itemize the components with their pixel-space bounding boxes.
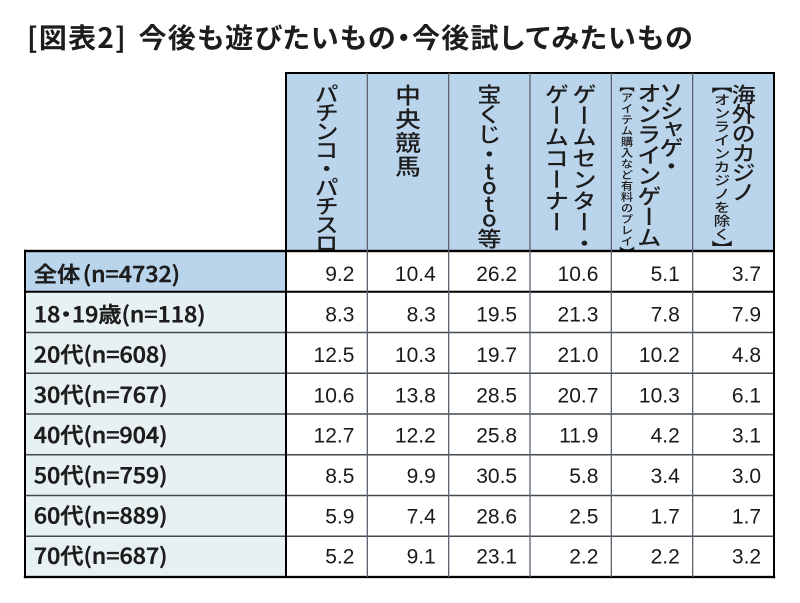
svg-text:12.7: 12.7 bbox=[314, 425, 355, 448]
svg-text:9.2: 9.2 bbox=[325, 263, 354, 286]
svg-text:3.1: 3.1 bbox=[732, 425, 761, 448]
svg-text:1.7: 1.7 bbox=[732, 505, 761, 528]
svg-text:8.3: 8.3 bbox=[407, 304, 436, 327]
svg-text:28.5: 28.5 bbox=[476, 384, 517, 407]
svg-text:12.2: 12.2 bbox=[395, 425, 436, 448]
svg-text:10.3: 10.3 bbox=[395, 344, 436, 367]
svg-text:21.0: 21.0 bbox=[558, 344, 599, 367]
svg-text:8.5: 8.5 bbox=[325, 465, 354, 488]
svg-text:9.1: 9.1 bbox=[407, 546, 436, 569]
svg-text:2.5: 2.5 bbox=[569, 505, 598, 528]
svg-text:7.9: 7.9 bbox=[732, 304, 761, 327]
svg-text:5.1: 5.1 bbox=[651, 263, 680, 286]
svg-text:3.0: 3.0 bbox=[732, 465, 761, 488]
svg-text:10.2: 10.2 bbox=[639, 344, 680, 367]
svg-text:9.9: 9.9 bbox=[407, 465, 436, 488]
svg-text:5.8: 5.8 bbox=[569, 465, 598, 488]
svg-text:5.9: 5.9 bbox=[325, 505, 354, 528]
svg-text:4.8: 4.8 bbox=[732, 344, 761, 367]
svg-text:3.4: 3.4 bbox=[651, 465, 681, 488]
svg-text:21.3: 21.3 bbox=[558, 304, 599, 327]
svg-text:4.2: 4.2 bbox=[651, 425, 680, 448]
svg-text:19.7: 19.7 bbox=[476, 344, 517, 367]
svg-text:30.5: 30.5 bbox=[476, 465, 517, 488]
svg-text:1.7: 1.7 bbox=[651, 505, 680, 528]
svg-text:5.2: 5.2 bbox=[325, 546, 354, 569]
svg-text:7.8: 7.8 bbox=[651, 304, 680, 327]
svg-text:13.8: 13.8 bbox=[395, 384, 436, 407]
svg-text:19.5: 19.5 bbox=[476, 304, 517, 327]
svg-text:7.4: 7.4 bbox=[407, 505, 437, 528]
svg-text:26.2: 26.2 bbox=[476, 263, 517, 286]
svg-text:28.6: 28.6 bbox=[476, 505, 517, 528]
svg-text:2.2: 2.2 bbox=[569, 546, 598, 569]
svg-text:25.8: 25.8 bbox=[476, 425, 517, 448]
svg-text:11.9: 11.9 bbox=[559, 425, 598, 448]
svg-text:6.1: 6.1 bbox=[732, 384, 761, 407]
svg-text:10.4: 10.4 bbox=[395, 263, 436, 286]
svg-text:10.3: 10.3 bbox=[639, 384, 680, 407]
svg-text:10.6: 10.6 bbox=[558, 263, 599, 286]
svg-text:8.3: 8.3 bbox=[325, 304, 354, 327]
svg-text:10.6: 10.6 bbox=[314, 384, 355, 407]
svg-text:3.7: 3.7 bbox=[732, 263, 761, 286]
svg-text:20.7: 20.7 bbox=[558, 384, 599, 407]
svg-text:23.1: 23.1 bbox=[476, 546, 517, 569]
svg-text:12.5: 12.5 bbox=[314, 344, 355, 367]
svg-text:3.2: 3.2 bbox=[732, 546, 761, 569]
svg-text:2.2: 2.2 bbox=[651, 546, 680, 569]
